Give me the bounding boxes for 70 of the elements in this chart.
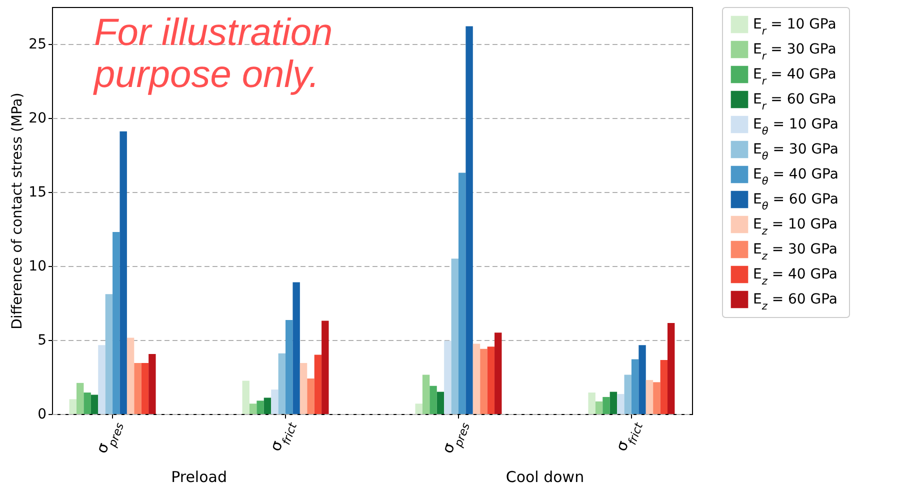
- bar: [314, 354, 322, 414]
- bar: [646, 380, 654, 414]
- bar: [120, 131, 127, 414]
- bar: [264, 398, 272, 414]
- bar: [430, 386, 437, 414]
- legend-label: E$_{θ}$ = 40 GPa: [753, 166, 838, 188]
- bar: [660, 360, 668, 414]
- bar: [112, 232, 120, 414]
- legend-label: E$_{r}$ = 40 GPa: [753, 66, 836, 88]
- bar: [256, 400, 264, 414]
- bar: [286, 320, 293, 414]
- bar: [141, 362, 149, 414]
- y-tick-label: 10: [28, 258, 46, 274]
- bar: [602, 396, 610, 414]
- legend-label: E$_{z}$ = 40 GPa: [753, 266, 838, 288]
- legend-label: E$_{r}$ = 60 GPa: [753, 92, 836, 112]
- legend-label: E$_{r}$ = 10 GPa: [753, 16, 836, 38]
- bar: [271, 390, 278, 414]
- bar: [422, 374, 430, 414]
- bar: [415, 404, 422, 414]
- bar: [105, 294, 113, 414]
- bar: [69, 399, 77, 414]
- y-axis-title: Difference of contact stress (MPa): [10, 92, 26, 330]
- legend-label: E$_{z}$ = 30 GPa: [753, 242, 838, 262]
- bar: [610, 392, 618, 414]
- bar: [76, 382, 84, 414]
- bar: [588, 392, 596, 414]
- bar: [300, 362, 308, 414]
- bar: [472, 344, 480, 414]
- bar: [444, 340, 452, 414]
- y-tick-label: 25: [28, 36, 46, 52]
- bar: [134, 362, 142, 414]
- legend-label: E$_{θ}$ = 30 GPa: [753, 142, 838, 162]
- y-tick-label: 5: [38, 332, 46, 348]
- bar: [90, 394, 98, 414]
- y-tick-label: 0: [38, 406, 46, 422]
- annotation: For illustration purpose only.: [93, 12, 333, 96]
- bar: [98, 345, 106, 414]
- y-tick-label: 15: [28, 184, 46, 200]
- bar: [494, 332, 502, 414]
- bar: [487, 346, 495, 414]
- bar: [638, 345, 646, 414]
- y-tick-label: 20: [28, 110, 46, 126]
- bar: [292, 282, 300, 414]
- bar: [458, 172, 466, 414]
- bar: [242, 380, 250, 414]
- bar: [84, 392, 91, 414]
- bar: [631, 359, 639, 414]
- bar: [278, 353, 286, 414]
- legend-label: E$_{θ}$ = 10 GPa: [753, 116, 838, 138]
- bar: [148, 354, 156, 414]
- bar: [307, 378, 314, 414]
- bar: [480, 348, 488, 414]
- legend-label: E$_{r}$ = 30 GPa: [753, 42, 836, 62]
- bar: [322, 320, 329, 414]
- text: Cool down: [506, 468, 584, 486]
- bar: [436, 392, 444, 414]
- legend-label: E$_{z}$ = 10 GPa: [753, 216, 838, 238]
- legend-label: E$_{θ}$ = 60 GPa: [753, 192, 838, 212]
- bar: [595, 401, 603, 414]
- bar: [617, 394, 624, 414]
- bar: [466, 26, 473, 414]
- legend-label: E$_{z}$ = 60 GPa: [753, 292, 838, 312]
- bar: [126, 338, 134, 414]
- bar: [249, 404, 257, 414]
- bar: [624, 374, 632, 414]
- bar: [451, 258, 458, 414]
- bar: [653, 382, 660, 414]
- text: Preload: [171, 468, 227, 486]
- bar: [667, 322, 675, 414]
